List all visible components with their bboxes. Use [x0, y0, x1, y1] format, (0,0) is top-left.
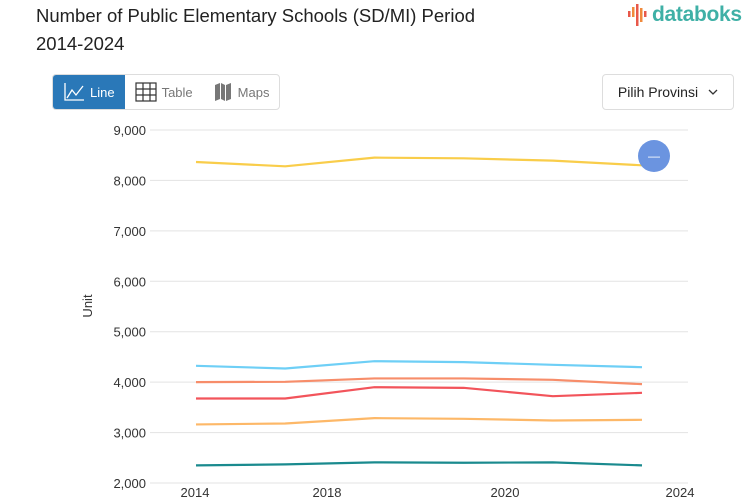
- line-chart-icon: [64, 83, 84, 101]
- y-tick-label: 6,000: [113, 274, 146, 289]
- province-select-label: Pilih Provinsi: [617, 84, 699, 100]
- y-tick-label: 3,000: [113, 426, 146, 441]
- y-tick-label: 8,000: [113, 173, 146, 188]
- view-tabs: Line Table Maps: [52, 74, 281, 110]
- logo-bars-icon: [628, 4, 647, 26]
- tab-line[interactable]: Line: [53, 75, 125, 109]
- tab-table[interactable]: Table: [125, 75, 203, 109]
- series-line-1: [195, 360, 643, 370]
- logo-text: databoks: [652, 3, 742, 26]
- series-line-4: [195, 417, 643, 426]
- table-icon: [134, 82, 157, 102]
- collapse-button[interactable]: —: [638, 140, 670, 172]
- series-line-3: [196, 386, 643, 400]
- y-tick-label: 9,000: [113, 123, 146, 138]
- series-line-5: [195, 461, 643, 467]
- province-select[interactable]: Pilih Provinsi: [602, 74, 734, 110]
- databoks-logo: databoks: [627, 3, 742, 27]
- chart-title: Number of Public Elementary Schools (SD/…: [36, 5, 476, 54]
- y-tick-label: 5,000: [113, 325, 146, 340]
- series-line-2: [195, 377, 643, 386]
- tab-label: Line: [90, 84, 115, 100]
- minus-icon: —: [648, 149, 660, 163]
- map-icon: [214, 83, 231, 101]
- tab-maps[interactable]: Maps: [203, 75, 280, 109]
- y-tick-label: 2,000: [113, 476, 146, 491]
- tab-label: Table: [161, 84, 193, 100]
- y-tick-label: 7,000: [113, 224, 146, 239]
- series-line-0: [195, 156, 643, 168]
- y-axis-label: Unit: [80, 294, 95, 318]
- y-tick-label: 4,000: [113, 375, 146, 390]
- x-tick-label: 2024: [666, 485, 695, 498]
- x-tick-label: 2020: [491, 485, 520, 498]
- tab-label: Maps: [237, 84, 270, 100]
- x-tick-label: 2018: [313, 485, 342, 498]
- chevron-down-icon: [708, 89, 718, 95]
- x-tick-label: 2014: [181, 485, 210, 498]
